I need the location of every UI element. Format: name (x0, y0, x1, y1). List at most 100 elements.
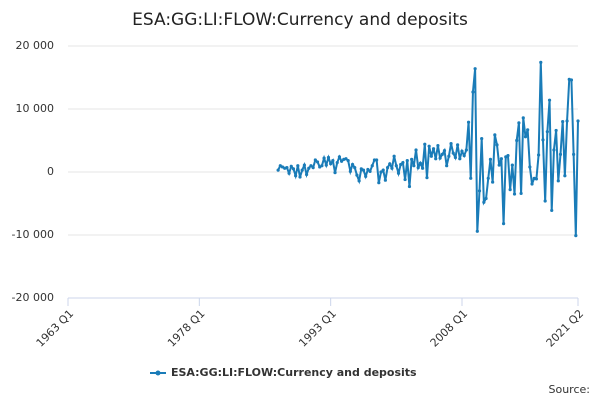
data-point (523, 135, 528, 139)
data-point (512, 192, 517, 196)
legend-label: ESA:GG:LI:FLOW:Currency and deposits (171, 366, 417, 379)
data-point (436, 143, 440, 148)
x-tick-label: 1963 Q1 (34, 307, 77, 350)
data-point (390, 166, 394, 170)
data-point (462, 154, 466, 158)
data-point (431, 147, 436, 151)
data-point (434, 157, 438, 161)
data-point (464, 148, 468, 152)
data-point (569, 78, 574, 82)
data-point (506, 154, 510, 158)
data-point (563, 174, 567, 178)
data-point (521, 116, 525, 120)
x-tick-label: 2021 Q2 (544, 307, 587, 350)
data-point (550, 208, 554, 213)
data-point (545, 130, 549, 134)
data-point (482, 200, 486, 204)
data-point (460, 149, 464, 153)
data-point (456, 143, 460, 147)
data-point (508, 188, 512, 192)
data-point (445, 164, 449, 168)
data-point (375, 158, 379, 162)
data-point (565, 119, 569, 123)
data-point (311, 165, 315, 170)
data-point (276, 168, 280, 172)
data-point (497, 163, 501, 167)
data-point (300, 168, 304, 172)
y-tick-label: -10 000 (12, 228, 54, 241)
x-tick-label: 2008 Q1 (428, 307, 471, 350)
data-point (486, 176, 490, 180)
series-line (277, 62, 579, 236)
data-point (407, 184, 412, 189)
chart-title: ESA:GG:LI:FLOW:Currency and deposits (132, 10, 468, 30)
data-point (329, 162, 333, 166)
data-point (401, 160, 405, 165)
data-point (466, 120, 471, 124)
data-point (357, 179, 361, 183)
data-point (405, 159, 409, 163)
data-point (543, 199, 547, 203)
data-point (307, 166, 311, 170)
data-point (377, 181, 381, 185)
data-point (291, 167, 296, 171)
data-point (348, 169, 352, 173)
data-point (333, 171, 337, 175)
source-label: Source: (549, 383, 591, 396)
data-point (475, 229, 479, 233)
data-point (412, 164, 416, 168)
data-point (410, 157, 414, 161)
data-point (429, 154, 433, 158)
data-point (368, 169, 372, 173)
data-point (530, 182, 534, 186)
data-point (526, 128, 530, 132)
data-point (469, 176, 473, 180)
data-point (372, 158, 377, 162)
data-point (541, 138, 545, 142)
data-point (366, 167, 370, 172)
data-point (331, 159, 335, 163)
data-point (499, 157, 503, 161)
data-point (561, 120, 565, 124)
data-point (517, 121, 521, 125)
data-point (383, 178, 387, 182)
data-point (298, 175, 302, 179)
data-point (495, 143, 499, 147)
data-point (289, 164, 293, 168)
data-point (451, 151, 455, 155)
data-point (285, 165, 289, 170)
data-point (552, 148, 556, 152)
data-point (418, 161, 423, 165)
data-point (510, 163, 514, 167)
data-point (449, 142, 453, 146)
data-point (416, 165, 420, 170)
data-point (304, 172, 309, 177)
data-point (385, 165, 390, 170)
data-point (324, 163, 328, 167)
data-point (423, 142, 427, 146)
data-point (574, 234, 578, 238)
y-tick-label: 20 000 (16, 39, 55, 52)
data-point (294, 174, 298, 178)
data-point (355, 173, 359, 177)
data-point (484, 196, 488, 201)
data-point (420, 166, 425, 170)
data-point (453, 155, 458, 160)
data-point (539, 60, 543, 64)
data-point (403, 177, 407, 182)
data-point (344, 157, 348, 161)
data-point (394, 164, 398, 168)
data-point (364, 174, 368, 179)
data-point (399, 162, 403, 167)
data-point (388, 162, 392, 166)
y-tick-label: 0 (47, 165, 54, 178)
data-point (287, 171, 291, 175)
data-point (576, 119, 580, 123)
data-point (477, 189, 482, 193)
data-point (491, 180, 495, 184)
data-point (554, 128, 558, 133)
data-point (558, 152, 563, 156)
data-point (361, 168, 366, 172)
data-point (346, 159, 350, 163)
